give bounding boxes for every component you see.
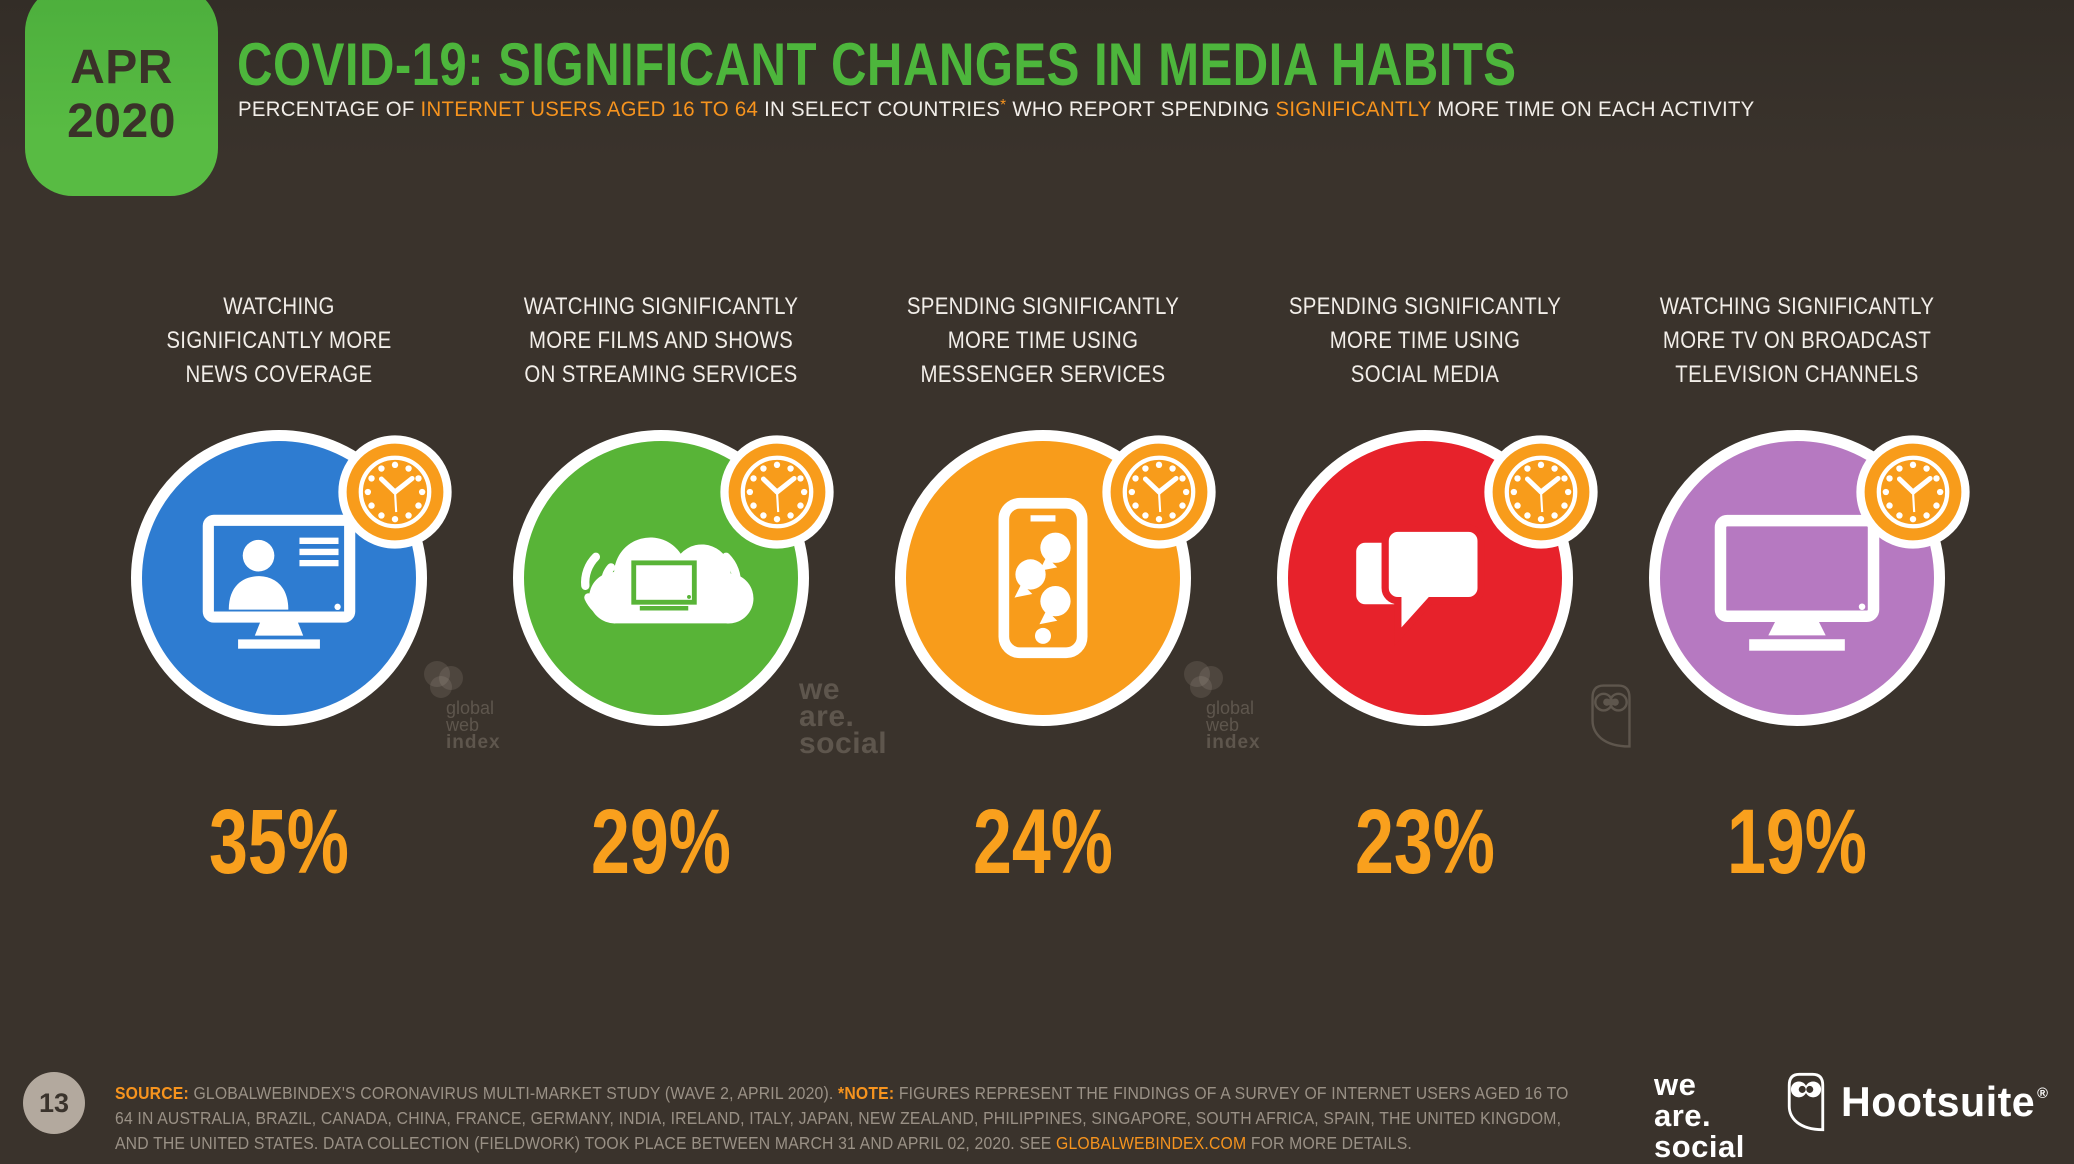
we-are-social-logo: we are. social bbox=[1654, 1067, 1745, 1164]
stat-column-news: WATCHING SIGNIFICANTLY MORE NEWS COVERAG… bbox=[89, 0, 469, 1000]
registered-mark: ® bbox=[2037, 1085, 2049, 1102]
stat-label: WATCHING SIGNIFICANTLY MORE FILMS AND SH… bbox=[523, 293, 799, 388]
globalwebindex-orbs-icon bbox=[1184, 661, 1223, 698]
globalwebindex-watermark: global web index bbox=[1180, 660, 1261, 752]
stat-value: 35% bbox=[209, 791, 349, 893]
social-media-chat-icon bbox=[1356, 524, 1485, 647]
page-subtitle: PERCENTAGE OF INTERNET USERS AGED 16 TO … bbox=[238, 97, 1755, 121]
wearesocial-watermark: we are. social bbox=[799, 673, 888, 760]
stat-label: WATCHING SIGNIFICANTLY MORE NEWS COVERAG… bbox=[166, 293, 392, 388]
stat-column-streaming: WATCHING SIGNIFICANTLY MORE FILMS AND SH… bbox=[471, 0, 851, 1000]
date-badge-month: APR bbox=[70, 41, 173, 94]
date-badge-year: 2020 bbox=[67, 95, 176, 148]
hootsuite-owl-icon bbox=[1787, 1072, 1825, 1132]
clock-icon bbox=[718, 433, 836, 551]
stat-column-messenger: SPENDING SIGNIFICANTLY MORE TIME USING M… bbox=[853, 0, 1233, 1000]
clock-icon bbox=[336, 433, 454, 551]
clock-icon bbox=[1854, 433, 1972, 551]
stat-label: SPENDING SIGNIFICANTLY MORE TIME USING M… bbox=[906, 293, 1180, 388]
messenger-phone-icon bbox=[998, 497, 1088, 659]
stat-label: SPENDING SIGNIFICANTLY MORE TIME USING S… bbox=[1288, 293, 1562, 388]
stat-value: 23% bbox=[1355, 791, 1495, 893]
stat-column-tv: WATCHING SIGNIFICANTLY MORE TV ON BROADC… bbox=[1607, 0, 1987, 1000]
clock-icon bbox=[1482, 433, 1600, 551]
clock-icon bbox=[1100, 433, 1218, 551]
stat-value: 19% bbox=[1727, 791, 1867, 893]
globalwebindex-watermark: global web index bbox=[420, 660, 501, 752]
stat-value: 24% bbox=[973, 791, 1113, 893]
globalwebindex-orbs-icon bbox=[424, 661, 463, 698]
hootsuite-logo: Hootsuite ® bbox=[1783, 1071, 2053, 1133]
stat-value: 29% bbox=[591, 791, 731, 893]
hootsuite-wordmark: Hootsuite ® bbox=[1841, 1078, 2049, 1125]
page-title: COVID-19: SIGNIFICANT CHANGES IN MEDIA H… bbox=[237, 31, 1517, 98]
news-broadcast-icon bbox=[202, 514, 356, 649]
stat-column-social: SPENDING SIGNIFICANTLY MORE TIME USING S… bbox=[1235, 0, 1615, 1000]
stat-label: WATCHING SIGNIFICANTLY MORE TV ON BROADC… bbox=[1659, 293, 1935, 388]
page-number: 13 bbox=[23, 1072, 85, 1134]
date-badge: APR 2020 bbox=[25, 0, 218, 196]
stat-circle bbox=[1277, 430, 1573, 726]
source-note: SOURCE: GLOBALWEBINDEX'S CORONAVIRUS MUL… bbox=[115, 1083, 1569, 1153]
broadcast-tv-icon bbox=[1714, 514, 1880, 651]
streaming-cloud-icon bbox=[581, 537, 754, 624]
hootsuite-owl-watermark-icon bbox=[1591, 684, 1631, 748]
